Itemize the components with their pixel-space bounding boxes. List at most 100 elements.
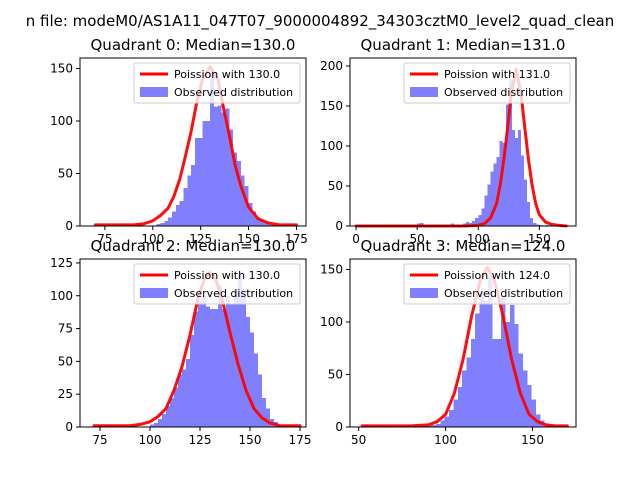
legend-box (403, 62, 571, 104)
x-tick-label: 150 (239, 433, 262, 447)
histogram-bar (514, 138, 518, 226)
histogram-bar (420, 222, 424, 226)
histogram-bar (487, 184, 491, 226)
histogram-bar (531, 399, 537, 427)
histogram-bar (246, 316, 250, 427)
quadrant-0-legend: Poission with 130.0 Observed distribution (133, 62, 301, 104)
histogram-bar (198, 137, 203, 226)
histogram-bar (174, 387, 178, 427)
histogram-bar (475, 218, 479, 226)
histogram-bar (527, 202, 531, 226)
histogram-bar (508, 78, 512, 226)
histogram-bar (175, 205, 180, 226)
axes-frame (349, 57, 577, 227)
y-tick-label: 50 (58, 167, 73, 181)
histogram-bar (466, 222, 470, 226)
histogram-bar (206, 121, 211, 226)
y-tick-label: 150 (320, 263, 343, 277)
histogram-bar (214, 106, 218, 226)
x-tick-label: 0 (352, 232, 360, 246)
histogram-bar (206, 306, 210, 427)
histogram-bar (505, 104, 509, 226)
histogram-bar (470, 338, 476, 427)
histogram-bar (472, 221, 476, 226)
histogram-bar (150, 424, 154, 427)
histogram-bar (233, 152, 238, 226)
x-tick-label: 175 (285, 232, 308, 246)
histogram-bar (490, 171, 494, 226)
histogram-bar (164, 220, 169, 226)
histogram-bar (267, 223, 272, 226)
y-tick-label: 150 (320, 99, 343, 113)
histogram-bar (183, 188, 188, 226)
histogram-bar (248, 202, 253, 226)
quadrant-2-histogram (94, 274, 290, 427)
y-tick-label: 150 (50, 62, 73, 76)
x-tick-label: 50 (410, 232, 425, 246)
histogram-bar (260, 219, 264, 226)
legend-box (133, 263, 301, 305)
x-tick-label: 75 (97, 232, 112, 246)
histogram-bar (483, 301, 489, 427)
x-tick-label: 100 (141, 232, 164, 246)
quadrant-2-title: Quadrant 2: Median=130.0 (91, 237, 296, 255)
histogram-bar (505, 322, 510, 427)
histogram-bar (511, 130, 515, 226)
histogram-bar (170, 398, 174, 427)
legend-hist-label: Observed distribution (444, 86, 563, 99)
y-tick-label: 0 (335, 420, 343, 434)
histogram-bar (210, 70, 215, 226)
quadrant-1-title: Quadrant 1: Median=131.0 (361, 36, 566, 54)
x-tick-label: 125 (189, 232, 212, 246)
histogram-bar (162, 413, 166, 427)
histogram-bar (256, 217, 261, 226)
histogram-bar (179, 200, 184, 226)
x-tick-label: 50 (351, 433, 366, 447)
histogram-bar (457, 387, 463, 427)
legend-line-label: Poission with 130.0 (174, 269, 280, 282)
histogram-bar (166, 406, 170, 427)
histogram-bar (252, 211, 257, 226)
legend-hist-label: Observed distribution (174, 287, 293, 300)
histogram-bar (501, 296, 506, 427)
histogram-bar (242, 290, 246, 427)
histogram-bar (440, 420, 445, 427)
histogram-bar (436, 423, 441, 427)
histogram-bar (522, 370, 528, 427)
histogram-bar (187, 175, 192, 226)
histogram-bar (186, 358, 190, 427)
legend-hist-swatch (140, 288, 168, 298)
histogram-bar (431, 424, 437, 427)
x-tick-label: 75 (92, 433, 107, 447)
histogram-bar (160, 222, 165, 226)
histogram-bar (484, 195, 488, 226)
histogram-bar (449, 410, 454, 427)
y-tick-label: 0 (65, 219, 73, 233)
histogram-bar (182, 369, 186, 427)
histogram-bar (222, 308, 226, 427)
axes-frame (79, 258, 307, 428)
legend-hist-swatch (140, 87, 168, 97)
legend-line-label: Poission with 124.0 (444, 269, 550, 282)
histogram-bar (202, 295, 206, 427)
histogram-bar (475, 313, 480, 427)
axes-frame (79, 57, 307, 227)
legend-line-label: Poission with 130.0 (174, 68, 280, 81)
y-tick-label: 100 (50, 289, 73, 303)
legend-hist-label: Observed distribution (444, 287, 563, 300)
quadrant-1-panel: Quadrant 1: Median=131.0 0 50 100 150 0 50 100 1… (320, 36, 577, 246)
y-tick-label: 200 (320, 59, 343, 73)
y-tick-label: 100 (320, 139, 343, 153)
x-tick-label: 125 (189, 433, 212, 447)
quadrant-3-title: Quadrant 3: Median=124.0 (361, 237, 566, 255)
histogram-bar (194, 311, 198, 427)
histogram-bar (238, 274, 242, 427)
histogram-bar (481, 208, 485, 226)
quadrant-0-panel: Quadrant 0: Median=130.0 75 100 125 150 175 0 5… (50, 36, 308, 246)
histogram-bar (496, 338, 502, 427)
x-tick-label: 150 (521, 433, 544, 447)
histogram-bar (466, 357, 471, 427)
histogram-bar (517, 130, 522, 226)
histogram-bar (462, 370, 467, 427)
histogram-bar (444, 416, 450, 427)
